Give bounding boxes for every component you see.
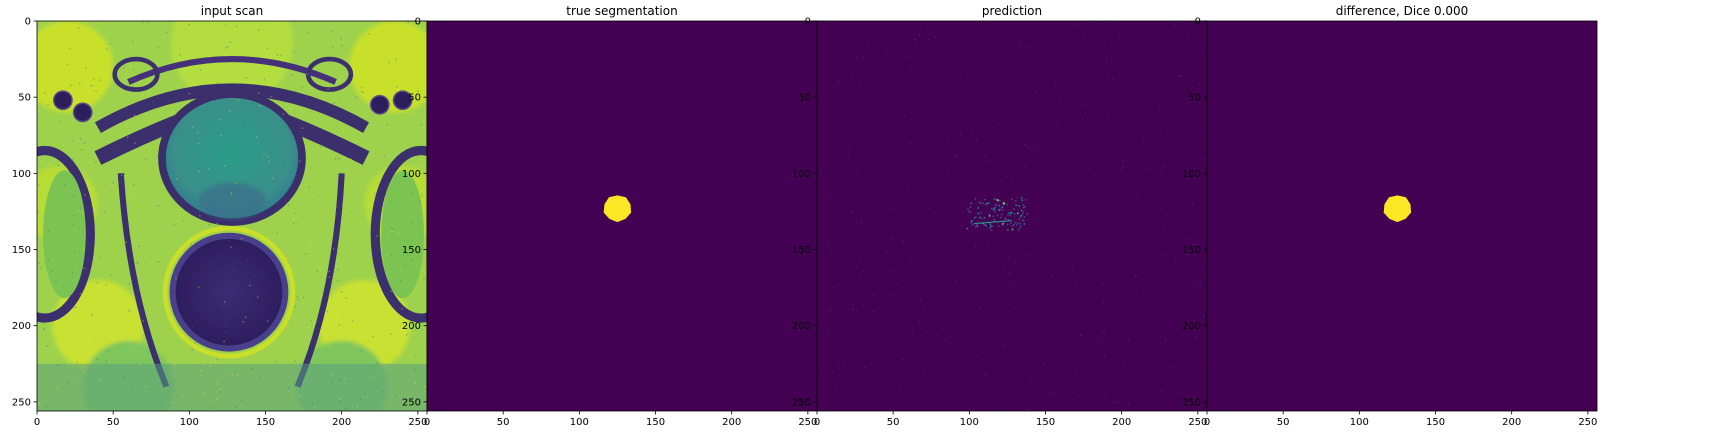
x-tick-label: 200	[332, 417, 351, 428]
x-tick-label: 250	[798, 417, 817, 428]
y-tick-label: 100	[402, 169, 421, 180]
x-tick-label: 0	[34, 417, 40, 428]
segmentation-mask	[603, 195, 632, 223]
y-tick-label: 50	[1188, 93, 1201, 104]
x-tick-label: 50	[1277, 417, 1290, 428]
x-tick-label: 100	[570, 417, 589, 428]
y-tick-label: 250	[1182, 397, 1201, 408]
segmentation-mask	[1383, 195, 1412, 223]
y-tick-label: 0	[1195, 17, 1201, 28]
y-tick-label: 250	[12, 397, 31, 408]
y-tick-label: 50	[798, 93, 811, 104]
x-tick-label: 150	[1426, 417, 1445, 428]
x-tick-label: 250	[408, 417, 427, 428]
x-tick-label: 0	[424, 417, 430, 428]
y-tick-label: 250	[402, 397, 421, 408]
y-tick-label: 200	[1182, 321, 1201, 332]
rectum	[169, 232, 289, 352]
x-tick-label: 150	[1036, 417, 1055, 428]
y-tick-label: 100	[792, 169, 811, 180]
panel-title: prediction	[982, 4, 1042, 18]
y-tick-label: 250	[792, 397, 811, 408]
x-tick-label: 200	[722, 417, 741, 428]
y-tick-label: 50	[18, 93, 31, 104]
y-tick-label: 150	[1182, 245, 1201, 256]
panel-title: input scan	[201, 4, 264, 18]
x-tick-label: 150	[256, 417, 275, 428]
panel-title: difference, Dice 0.000	[1336, 4, 1469, 18]
x-tick-label: 250	[1188, 417, 1207, 428]
y-tick-label: 100	[1182, 169, 1201, 180]
axes-frame	[1206, 20, 1598, 412]
y-tick-label: 50	[408, 93, 421, 104]
x-tick-label: 250	[1578, 417, 1597, 428]
x-tick-label: 200	[1112, 417, 1131, 428]
x-tick-label: 150	[646, 417, 665, 428]
y-tick-label: 200	[12, 321, 31, 332]
x-tick-label: 0	[814, 417, 820, 428]
x-tick-label: 200	[1502, 417, 1521, 428]
y-tick-label: 100	[12, 169, 31, 180]
bladder	[158, 90, 306, 226]
x-tick-label: 50	[887, 417, 900, 428]
y-tick-label: 200	[402, 321, 421, 332]
x-tick-label: 100	[960, 417, 979, 428]
heatmap-background	[817, 21, 1207, 411]
y-tick-label: 150	[402, 245, 421, 256]
y-tick-label: 150	[12, 245, 31, 256]
y-tick-label: 0	[415, 17, 421, 28]
y-tick-label: 0	[25, 17, 31, 28]
y-tick-label: 200	[792, 321, 811, 332]
x-tick-label: 100	[180, 417, 199, 428]
y-tick-label: 150	[792, 245, 811, 256]
x-tick-label: 50	[497, 417, 510, 428]
y-tick-label: 0	[805, 17, 811, 28]
prediction-speckles	[819, 21, 1207, 411]
panel-title: true segmentation	[566, 4, 677, 18]
x-tick-label: 50	[107, 417, 120, 428]
x-tick-label: 0	[1204, 417, 1210, 428]
x-tick-label: 100	[1350, 417, 1369, 428]
